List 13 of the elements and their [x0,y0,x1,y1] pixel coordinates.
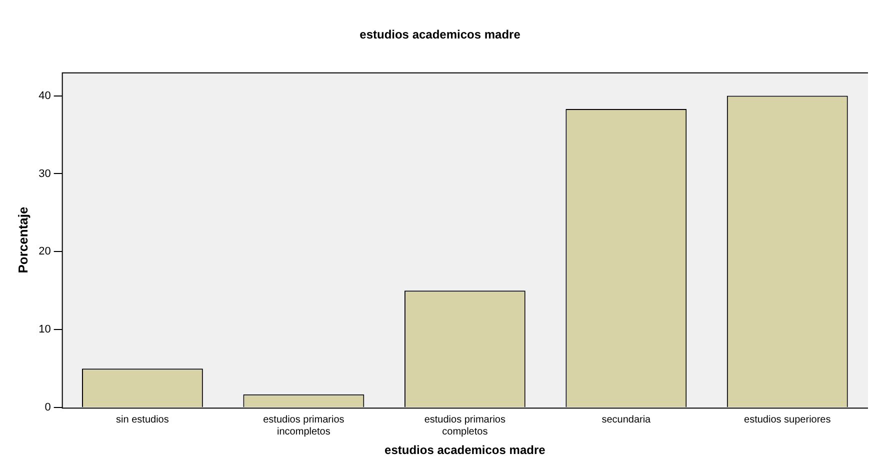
y-tick-label: 20 [38,246,51,258]
y-tick-label: 30 [38,168,51,180]
y-tick-label: 40 [38,90,51,102]
y-axis-title: Porcentaje [15,206,30,274]
y-tick-label: 10 [38,324,51,336]
x-tick-label: sin estudios [116,414,169,426]
chart-title: estudios academicos madre [360,28,521,42]
x-tick-label: estudios primarios completos [424,414,506,438]
x-tick-label: estudios primarios incompletos [263,414,344,438]
x-tick-label: estudios superiores [744,414,831,426]
x-tick-label: secundaria [602,414,652,426]
y-tick-label: 0 [44,402,51,414]
x-axis-title: estudios academicos madre [384,443,546,458]
